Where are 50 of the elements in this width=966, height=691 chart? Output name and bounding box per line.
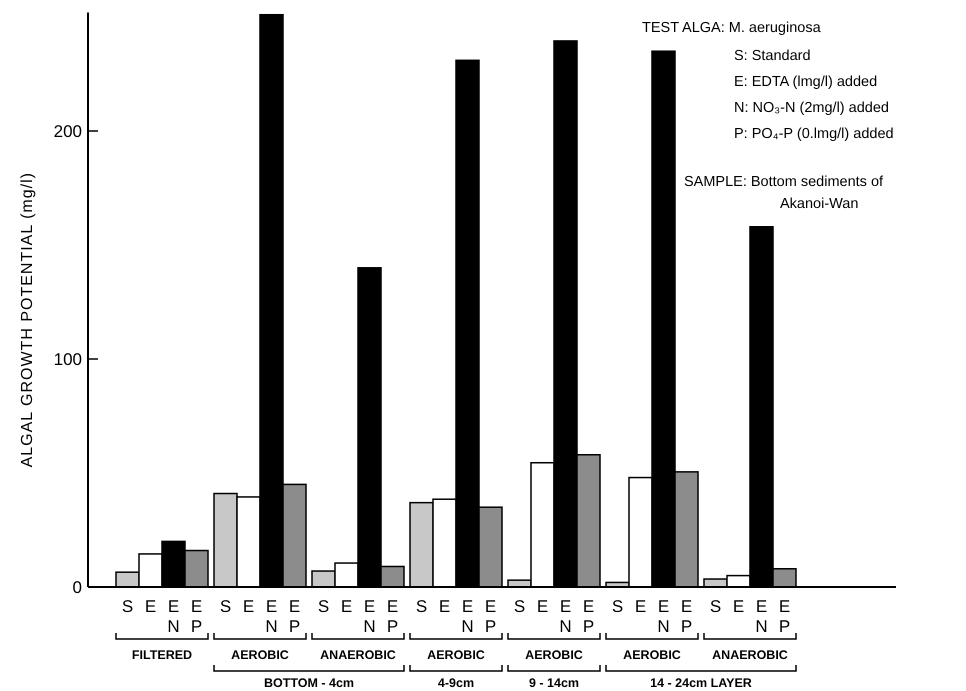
- series-label: E: [144, 597, 156, 616]
- annotation: E: EDTA (lmg/l) added: [734, 74, 878, 90]
- text: EP: [288, 597, 300, 636]
- text: EN: [559, 597, 572, 636]
- series-label: EN: [167, 597, 180, 636]
- annotation: TEST ALGA: M. aeruginosa: [642, 20, 822, 36]
- text: E: [340, 597, 352, 616]
- y-tick-label: 200: [54, 122, 82, 141]
- text: EN: [657, 597, 670, 636]
- y-axis-title: ALGAL GROWTH POTENTIAL (mg/l): [19, 172, 36, 468]
- text: S: [612, 597, 624, 616]
- annotation: SAMPLE: Bottom sediments of: [684, 174, 884, 190]
- text: EP: [680, 597, 692, 636]
- text: EN: [265, 597, 278, 636]
- text: EN: [461, 597, 474, 636]
- annotation: N: NO₃-N (2mg/l) added: [734, 100, 889, 116]
- text: EP: [778, 597, 790, 636]
- text: EN: [755, 597, 768, 636]
- series-label: EP: [190, 597, 202, 636]
- x-tick-label: AEROBIC: [427, 648, 485, 662]
- text: S: [220, 597, 232, 616]
- x-tick-label: AEROBIC: [231, 648, 289, 662]
- text: 4-9cm: [438, 676, 474, 690]
- text: S: [710, 597, 722, 616]
- series-label: S: [122, 597, 134, 616]
- annotation: Akanoi-Wan: [780, 196, 858, 212]
- text: EP: [484, 597, 496, 636]
- text: E: [438, 597, 450, 616]
- text: E: [242, 597, 254, 616]
- x-tick-label: FILTERED: [132, 648, 192, 662]
- y-tick-label: 100: [54, 350, 82, 369]
- text: E: [536, 597, 548, 616]
- text: E: [732, 597, 744, 616]
- text: EP: [386, 597, 398, 636]
- x-tick-label: AEROBIC: [623, 648, 681, 662]
- text: E: [634, 597, 646, 616]
- annotation: P: PO₄-P (0.lmg/l) added: [734, 126, 894, 142]
- text: BOTTOM - 4cm: [264, 676, 354, 690]
- x-tick-label: AEROBIC: [525, 648, 583, 662]
- x-tick-label: ANAEROBIC: [712, 648, 788, 662]
- y-tick-label: 0: [72, 578, 82, 597]
- x-tick-label: ANAEROBIC: [320, 648, 396, 662]
- text: EN: [363, 597, 376, 636]
- text: 14 - 24cm LAYER: [650, 676, 752, 690]
- text: S: [416, 597, 428, 616]
- text: 9 - 14cm: [528, 676, 580, 690]
- text: EP: [582, 597, 594, 636]
- annotation: S: Standard: [734, 48, 811, 64]
- text: S: [318, 597, 330, 616]
- text: S: [514, 597, 526, 616]
